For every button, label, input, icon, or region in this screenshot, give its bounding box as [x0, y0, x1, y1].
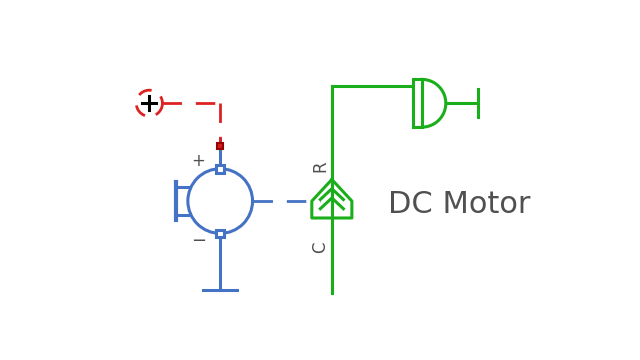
Text: C: C: [311, 242, 330, 253]
Bar: [413, 80, 422, 127]
Text: −: −: [191, 232, 206, 250]
Text: DC Motor: DC Motor: [388, 190, 530, 219]
Bar: [216, 165, 224, 172]
Bar: [216, 230, 224, 237]
Text: +: +: [192, 152, 205, 170]
Bar: [217, 143, 223, 149]
Text: R: R: [311, 161, 330, 172]
